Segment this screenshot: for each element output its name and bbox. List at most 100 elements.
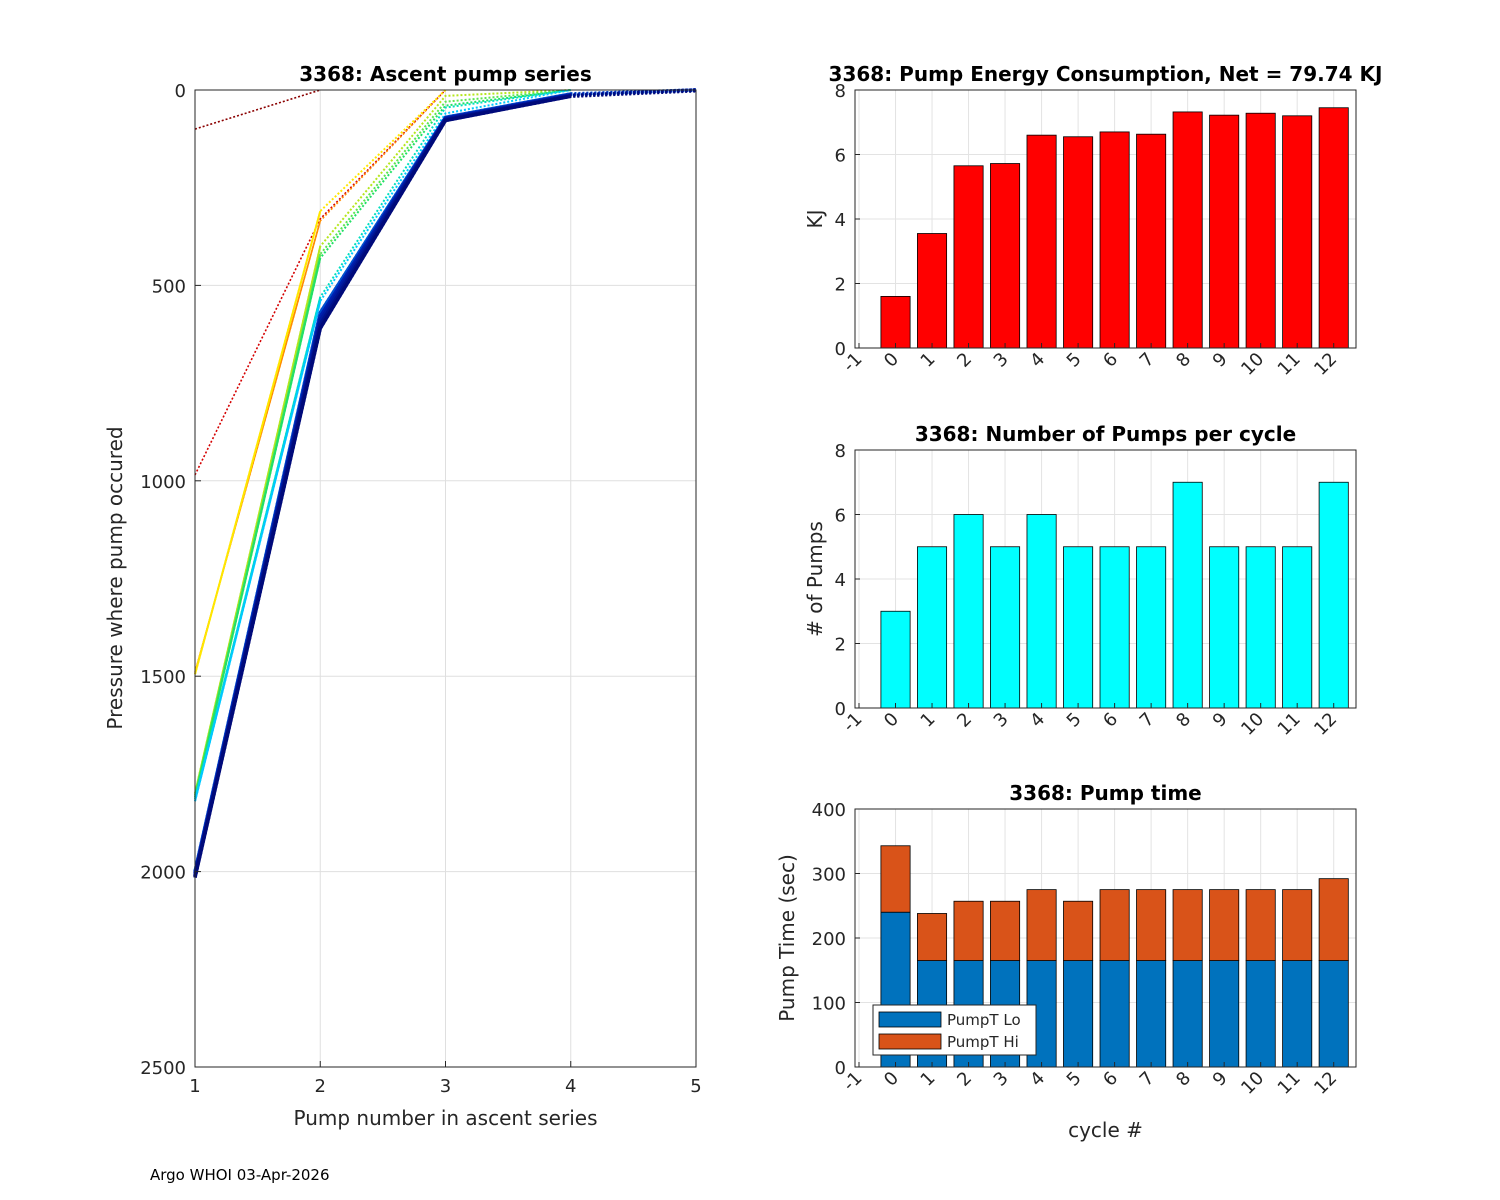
ax-energy-x-tick-label: 3	[990, 349, 1013, 372]
pumptime-bars	[880, 845, 1349, 1068]
pumptime-bar-lo	[1282, 960, 1313, 1068]
pumptime-y-label: Pump Time (sec)	[775, 854, 799, 1022]
ascent-y-tick-label: 0	[175, 81, 186, 102]
ascent-x-tick-label: 4	[565, 1076, 576, 1097]
ax-energy-x-tick-label: 8	[1172, 349, 1195, 372]
ax-pumptime-x-tick-label: 8	[1172, 1068, 1195, 1091]
pumptime-bar-hi	[953, 900, 984, 961]
pumptime-bar-hi	[1282, 889, 1313, 961]
pumptime-title: 3368: Pump time	[1009, 781, 1201, 805]
pumptime-bar-hi	[880, 845, 911, 913]
ax-energy-bar	[1245, 112, 1276, 349]
ascent-y-tick-label: 500	[152, 276, 186, 297]
ax-pumps-x-tick-label: 0	[880, 709, 903, 732]
ax-pumps-x-tick-label: 9	[1209, 709, 1232, 732]
pumptime-bar-hi	[1172, 889, 1203, 961]
pumptime-bar-lo	[1318, 960, 1349, 1068]
ax-energy-bar	[953, 165, 984, 349]
pumptime-bar-hi	[1209, 889, 1240, 961]
ax-energy-y-tick-label: 2	[835, 275, 846, 296]
ascent-x-tick-label: 3	[440, 1076, 451, 1097]
ax-pumptime-y-tick-label: 200	[812, 929, 846, 950]
ax-pumps-x-tick-label: 11	[1274, 709, 1305, 740]
pumptime-bar-lo	[1136, 960, 1167, 1068]
energy-y-label: KJ	[803, 209, 827, 228]
ax-pumps-x-tick-label: 2	[953, 709, 976, 732]
ax-energy-bar	[880, 295, 911, 349]
ax-energy-bar	[1318, 107, 1349, 349]
ax-energy-bar	[1172, 111, 1203, 349]
ax-energy-x-tick-label: 7	[1136, 349, 1159, 372]
ax-pumps-y-tick-label: 6	[835, 506, 846, 527]
ax-pumptime-x-tick-label: 5	[1063, 1068, 1086, 1091]
ascent-x-label: Pump number in ascent series	[293, 1106, 597, 1130]
ax-pumptime-x-tick-label: 9	[1209, 1068, 1232, 1091]
ax-energy-bar	[1026, 134, 1057, 349]
ax-pumps-x-tick-label: 8	[1172, 709, 1195, 732]
ax-pumptime-x-tick-label: 6	[1099, 1068, 1122, 1091]
ax-energy-bar	[1099, 131, 1130, 349]
energy-title: 3368: Pump Energy Consumption, Net = 79.…	[829, 62, 1383, 86]
ax-pumptime-x-tick-label: 3	[990, 1068, 1013, 1091]
ax-energy-x-tick-label: 12	[1310, 349, 1341, 380]
pumptime-bar-lo	[1209, 960, 1240, 1068]
ax-pumps-x-tick-label: 1	[917, 709, 940, 732]
ascent-x-tick-label: 2	[315, 1076, 326, 1097]
ax-energy-x-tick-label: 1	[917, 349, 940, 372]
ax-pumptime-x-tick-label: 0	[880, 1068, 903, 1091]
ax-pumps-bar	[1209, 546, 1240, 709]
ax-pumps-x-tick-label: 4	[1026, 709, 1049, 732]
ax-energy-bar	[917, 233, 948, 349]
ax-pumptime-y-tick-label: 0	[835, 1058, 846, 1079]
ascent-series-segment	[194, 300, 322, 802]
ax-pumps-x-tick-label: 10	[1237, 709, 1268, 740]
ax-pumptime-x-tick-label: 12	[1310, 1068, 1341, 1099]
ax-energy-bar	[1282, 115, 1313, 349]
ax-pumps-bar	[917, 546, 948, 709]
ax-pumps-x-tick-label: 3	[990, 709, 1013, 732]
pumptime-bar-hi	[1026, 889, 1057, 961]
ax-energy-y-tick-label: 0	[835, 339, 846, 360]
ax-energy-x-tick-label: 6	[1099, 349, 1122, 372]
ax-pumps-bar	[1245, 546, 1276, 709]
ax-energy-bar	[990, 163, 1021, 349]
ax-pumps-y-tick-label: 4	[835, 570, 846, 591]
ax-energy-y-tick-label: 6	[835, 146, 846, 167]
pumptime-bar-lo	[1245, 960, 1276, 1068]
ax-energy-bar	[1063, 136, 1094, 349]
ascent-series-segment	[318, 119, 447, 330]
ax-pumptime-y-tick-label: 300	[812, 865, 846, 886]
legend-swatch-pump-lo	[878, 1011, 942, 1028]
ax-pumps-y-tick-label: 8	[835, 441, 846, 462]
ax-pumptime-x-tick-label: 4	[1026, 1068, 1049, 1091]
ax-energy-x-tick-label: 4	[1026, 349, 1049, 372]
pumptime-legend[interactable]: PumpT Lo PumpT Hi	[872, 1004, 1037, 1056]
ax-pumps-y-tick-label: 2	[835, 635, 846, 656]
legend-label-pump-lo: PumpT Lo	[947, 1011, 1021, 1029]
ascent-series-line	[194, 89, 321, 130]
ax-pumptime-x-tick-label: 10	[1237, 1068, 1268, 1099]
ascent-y-tick-label: 1000	[140, 472, 186, 493]
pumptime-bar-hi	[1245, 889, 1276, 961]
pumptime-bar-hi	[990, 900, 1021, 961]
ax-pumps-bar	[953, 514, 984, 709]
ascent-series	[193, 88, 697, 878]
pumptime-bar-lo	[1063, 960, 1094, 1068]
ascent-x-tick-label: 1	[189, 1076, 200, 1097]
ascent-series-segment	[194, 210, 322, 675]
ax-pumps-bar	[990, 546, 1021, 709]
pumps-y-label: # of Pumps	[803, 521, 827, 637]
ax-energy-bar	[1136, 133, 1167, 349]
ax-energy-y-tick-label: 4	[835, 210, 846, 231]
ax-pumps-bar	[1063, 546, 1094, 709]
ax-energy-x-tick-label: 11	[1274, 349, 1305, 380]
ax-pumptime-x-tick-label: 7	[1136, 1068, 1159, 1091]
energy-bars	[880, 107, 1349, 349]
ax-energy-y-tick-label: 8	[835, 81, 846, 102]
ascent-series-segment	[445, 94, 572, 123]
ax-pumptime-x-tick-label: 1	[917, 1068, 940, 1091]
ax-pumps-bar	[880, 610, 911, 709]
